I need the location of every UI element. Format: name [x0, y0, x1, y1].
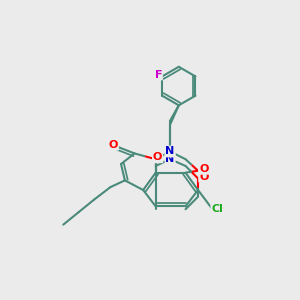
- Text: O: O: [153, 152, 162, 162]
- Text: O: O: [109, 140, 118, 150]
- Text: F: F: [154, 70, 162, 80]
- Text: O: O: [199, 164, 208, 174]
- Text: N: N: [166, 146, 175, 157]
- Text: N: N: [166, 154, 175, 164]
- Text: O: O: [199, 172, 208, 182]
- Text: Cl: Cl: [211, 204, 223, 214]
